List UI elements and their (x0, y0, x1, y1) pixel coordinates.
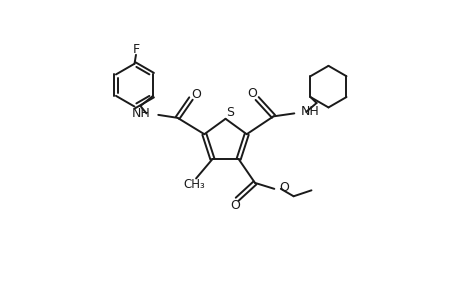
Text: F: F (132, 43, 139, 56)
Text: NH: NH (132, 107, 151, 120)
Text: O: O (191, 88, 201, 100)
Text: S: S (225, 106, 234, 119)
Text: NH: NH (300, 105, 319, 119)
Text: CH₃: CH₃ (183, 178, 205, 191)
Text: O: O (247, 87, 257, 100)
Text: O: O (230, 199, 240, 212)
Text: O: O (278, 181, 288, 194)
